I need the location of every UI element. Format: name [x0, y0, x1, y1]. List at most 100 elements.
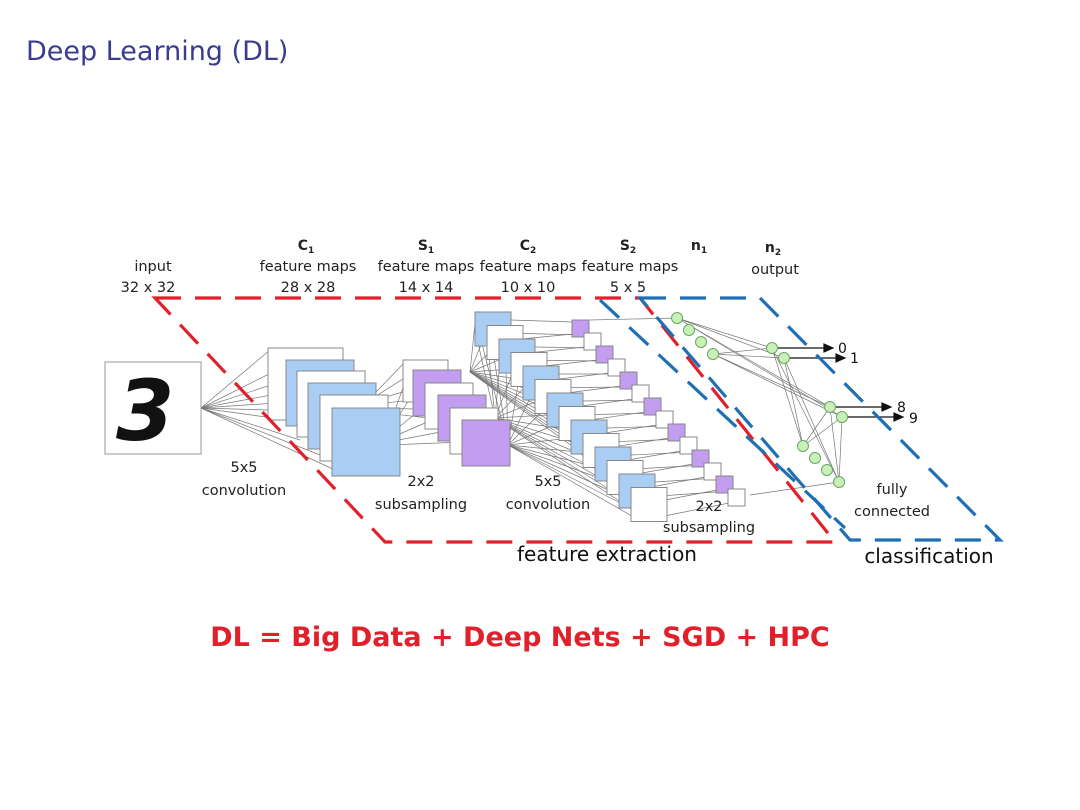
connection-line [507, 411, 543, 446]
layer-s1-symbol: S1 [418, 238, 434, 256]
connection-line [712, 347, 773, 355]
connection-line [771, 347, 804, 447]
layer-c1-name: feature maps [260, 259, 357, 275]
classification-label: classification [864, 544, 993, 568]
hidden-neuron [707, 348, 719, 360]
hidden-neuron [683, 324, 695, 336]
output-neuron [824, 401, 836, 413]
classification-divider [598, 298, 847, 530]
layer-s2-symbol: S2 [620, 238, 636, 256]
connection-line [375, 361, 406, 393]
connection-line [507, 444, 615, 493]
op-conv1-kernel: 5x5 [230, 460, 257, 476]
hidden-neuron [821, 464, 833, 476]
hidden-neuron [671, 312, 683, 324]
connection-line [507, 397, 531, 446]
layer-s2-size: 5 x 5 [610, 280, 646, 296]
connection-line [712, 353, 843, 418]
connection-line [712, 353, 831, 408]
hidden-neuron [809, 452, 821, 464]
connection-line [838, 416, 843, 483]
dl-formula: DL = Big Data + Deep Nets + SGD + HPC [210, 622, 830, 653]
output-neuron [778, 352, 790, 364]
layer-c2-name: feature maps [480, 259, 577, 275]
connection-line [802, 416, 843, 447]
connection-line [507, 444, 603, 480]
op-conv2-name: convolution [506, 497, 590, 513]
layer-c1-size: 28 x 28 [281, 280, 336, 296]
op-sub1-kernel: 2x2 [407, 474, 434, 490]
connection-line [200, 407, 301, 441]
connection-line [510, 319, 574, 323]
layer-input-name: input [134, 259, 172, 275]
connection-line [676, 317, 831, 408]
connection-line [200, 407, 336, 471]
connection-line [666, 502, 730, 516]
hidden-neuron [695, 336, 707, 348]
output-neuron [836, 411, 848, 423]
connection-line [507, 424, 555, 446]
op-fc-line1: fully [877, 482, 908, 498]
connection-line [494, 414, 549, 419]
op-sub2-name: subsampling [663, 520, 755, 536]
s1-feature-maps [402, 359, 511, 467]
connection-line [676, 317, 785, 359]
connection-line [771, 347, 840, 483]
layer-input-size: 32 x 32 [121, 280, 176, 296]
connection-line [507, 444, 639, 520]
connection-line [507, 444, 579, 453]
s2-feature-maps [571, 319, 746, 507]
output-arrows [778, 343, 905, 422]
feature-extraction-region [151, 296, 839, 544]
input-digit: 3 [116, 362, 174, 460]
op-sub1-name: subsampling [375, 497, 467, 513]
layer-s1-name: feature maps [378, 259, 475, 275]
connection-line [802, 406, 831, 447]
layer-n1-symbol: n1 [691, 238, 707, 256]
classification-region [636, 296, 1004, 542]
connection-line [200, 349, 271, 409]
op-sub2-kernel: 2x2 [695, 499, 722, 515]
n2-output-neurons [766, 342, 848, 423]
connection-line [507, 444, 627, 507]
layer-s1-size: 14 x 14 [399, 280, 454, 296]
connection-line [494, 417, 609, 483]
connection-line [494, 417, 597, 470]
hidden-neuron [833, 476, 845, 488]
layer-c2-size: 10 x 10 [501, 280, 556, 296]
slide-title: Deep Learning (DL) [26, 36, 289, 67]
layer-c1-symbol: C1 [298, 238, 315, 256]
connection-line [676, 317, 773, 349]
connection-line [494, 387, 525, 419]
feature-extraction-label: feature extraction [517, 542, 697, 566]
connection-line [200, 407, 321, 456]
connection-line [829, 406, 840, 483]
op-fc-line2: connected [854, 504, 930, 520]
connection-line [676, 317, 843, 418]
c2-map [630, 487, 668, 522]
connection-line [494, 417, 621, 497]
connection-line [783, 357, 804, 447]
output-label-9: 9 [909, 411, 918, 427]
output-neuron [766, 342, 778, 354]
layer-n2-symbol: n2 [765, 240, 781, 258]
op-conv1-name: convolution [202, 483, 286, 499]
layer-c2-symbol: C2 [520, 238, 537, 256]
n1-neurons [671, 312, 845, 488]
op-conv2-kernel: 5x5 [534, 474, 561, 490]
connection-line [589, 317, 678, 321]
input-image: 3 [104, 361, 202, 460]
connection-line [749, 481, 840, 496]
connection-line [783, 357, 840, 483]
output-label-1: 1 [850, 351, 859, 367]
layer-n2-name: output [751, 262, 799, 278]
connection-line [475, 333, 496, 419]
c1-feature-maps [267, 347, 401, 477]
connection-line [494, 401, 537, 419]
output-label-8: 8 [897, 400, 906, 416]
layer-s2-name: feature maps [582, 259, 679, 275]
hidden-neuron [797, 440, 809, 452]
connection-line [712, 353, 785, 359]
connection-line [507, 444, 591, 466]
